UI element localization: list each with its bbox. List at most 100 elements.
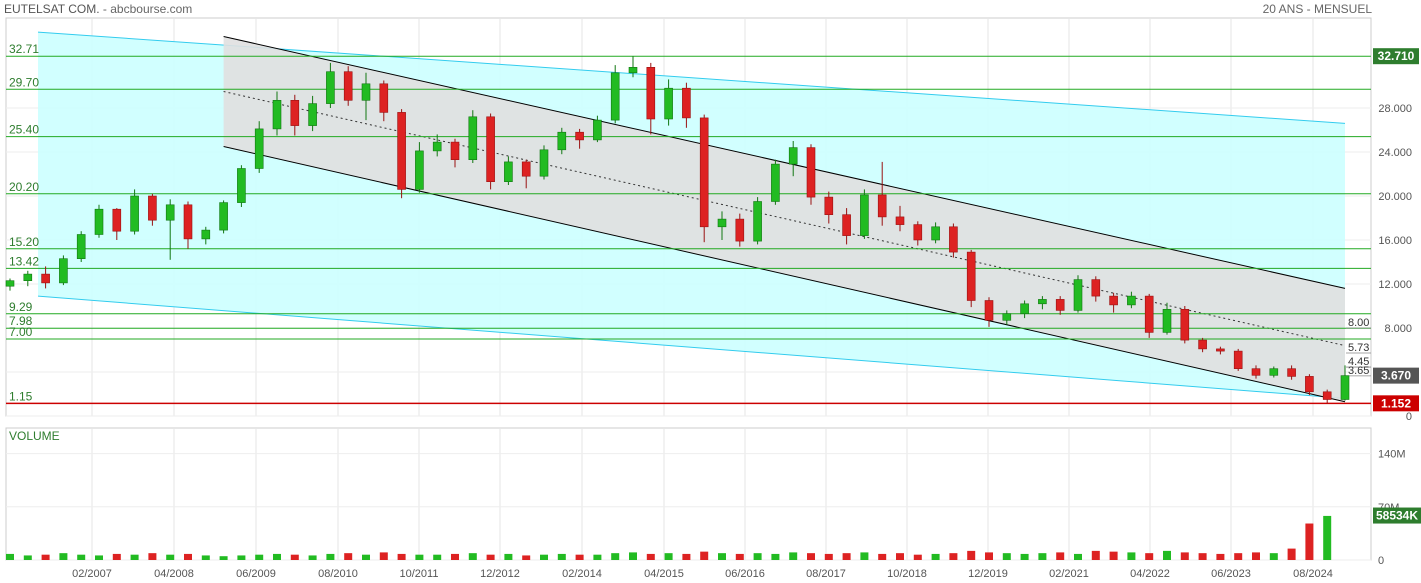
candle-body xyxy=(984,300,994,321)
x-tick-label: 02/2007 xyxy=(72,568,112,580)
volume-bar xyxy=(1305,523,1314,560)
volume-bar xyxy=(308,555,317,560)
candle-body xyxy=(450,141,460,161)
candle-body xyxy=(1251,368,1261,376)
candle-body xyxy=(949,226,958,253)
candle-body xyxy=(1073,279,1083,311)
volume-bar xyxy=(1287,548,1296,560)
volume-bar xyxy=(130,554,139,560)
candle-body xyxy=(646,67,656,120)
volume-bar xyxy=(753,553,762,560)
candle-body xyxy=(913,224,923,241)
period-label: 20 ANS - MENSUEL xyxy=(1262,2,1372,16)
x-tick-label: 04/2015 xyxy=(644,568,684,580)
channel-midline xyxy=(223,91,1346,347)
candle-body xyxy=(1180,308,1190,341)
candle-body xyxy=(931,226,940,241)
inner-channel-upper xyxy=(223,36,1346,289)
volume-bar xyxy=(1002,553,1011,560)
volume-bar xyxy=(1269,553,1278,560)
candle-body xyxy=(1002,313,1012,321)
volume-bar xyxy=(896,553,904,560)
volume-bar xyxy=(967,550,976,560)
volume-bar xyxy=(219,556,228,560)
candlestick-series xyxy=(5,56,1350,404)
candle-body xyxy=(112,208,122,232)
volume-bar xyxy=(807,553,815,560)
volume-bar xyxy=(1074,553,1082,560)
candle-body xyxy=(1216,348,1225,352)
volume-bar xyxy=(522,555,531,560)
candle-body xyxy=(486,116,495,183)
volume-bar xyxy=(273,553,281,560)
candle-body xyxy=(130,195,139,232)
volume-bar xyxy=(1056,552,1065,560)
volume-bar xyxy=(504,553,513,560)
candle-body xyxy=(1127,295,1136,306)
volume-bar xyxy=(451,553,459,560)
y-tick-label: 24.000 xyxy=(1378,147,1412,159)
candle-body xyxy=(1038,299,1047,305)
candle-body xyxy=(788,147,798,165)
candle-body xyxy=(842,214,851,236)
volume-bar xyxy=(23,555,32,560)
x-tick-label: 06/2023 xyxy=(1211,568,1251,580)
price-levels: 32.71 29.70 25.40 20.20 15.20 13.42 9.297.987.… xyxy=(6,42,1371,405)
volume-bar xyxy=(735,553,744,560)
side-level-label: 3.65 xyxy=(1348,365,1369,377)
x-tick-label: 08/2017 xyxy=(806,568,846,580)
candle-body xyxy=(272,100,282,130)
y-tick-label: 0 xyxy=(1406,411,1412,423)
candle-body xyxy=(1322,391,1332,400)
candle-body xyxy=(824,196,834,216)
candle-body xyxy=(771,163,780,202)
price-level-label: 7.00 xyxy=(9,325,33,339)
volume-bar xyxy=(77,554,86,560)
candle-body xyxy=(361,83,371,101)
volume-bar xyxy=(1109,551,1118,560)
volume-bar xyxy=(1198,553,1207,560)
x-tick-label: 10/2011 xyxy=(400,568,439,580)
candle-body xyxy=(397,112,406,190)
price-level-label: 20.20 xyxy=(9,180,39,194)
candle-body xyxy=(1091,279,1101,297)
candle-body xyxy=(966,251,976,301)
candle-body xyxy=(379,83,389,113)
volume-bar xyxy=(1234,553,1243,560)
price-level-label: 9.29 xyxy=(9,300,33,314)
candle-body xyxy=(593,119,602,141)
candle-body xyxy=(753,201,762,242)
volume-tick-label: 140M xyxy=(1378,449,1406,461)
volume-bar xyxy=(1127,552,1136,560)
volume-bar xyxy=(842,553,851,560)
price-level-label: 25.40 xyxy=(9,123,39,137)
inner-channel-lower xyxy=(223,146,1346,403)
volume-bar xyxy=(166,554,175,560)
volume-bar xyxy=(931,553,940,560)
candle-body xyxy=(468,116,478,161)
side-level-label: 5.73 xyxy=(1348,342,1369,354)
volume-bar xyxy=(771,553,780,560)
candle-body xyxy=(610,72,620,121)
volume-bar xyxy=(682,553,691,560)
candle-body xyxy=(148,195,157,221)
price-level-label: 13.42 xyxy=(9,254,39,268)
price-level-label: 7.98 xyxy=(9,314,33,328)
candle-body xyxy=(557,131,567,151)
price-level-label: 29.70 xyxy=(9,75,39,89)
candle-body xyxy=(237,168,246,203)
x-tick-label: 08/2010 xyxy=(318,568,358,580)
x-tick-label: 12/2012 xyxy=(480,568,520,580)
volume-bar xyxy=(362,554,370,560)
volume-bar xyxy=(1038,553,1047,560)
volume-bar xyxy=(1180,552,1189,560)
volume-bar xyxy=(148,553,157,560)
trend-channels xyxy=(37,31,1346,403)
volume-bar xyxy=(379,552,388,560)
candle-body xyxy=(1198,339,1207,350)
volume-bar xyxy=(290,554,299,560)
volume-tag-label: 58534K xyxy=(1376,509,1418,523)
price-level-label: 32.71 xyxy=(9,42,39,56)
candle-body xyxy=(860,194,869,236)
candle-body xyxy=(504,161,513,182)
